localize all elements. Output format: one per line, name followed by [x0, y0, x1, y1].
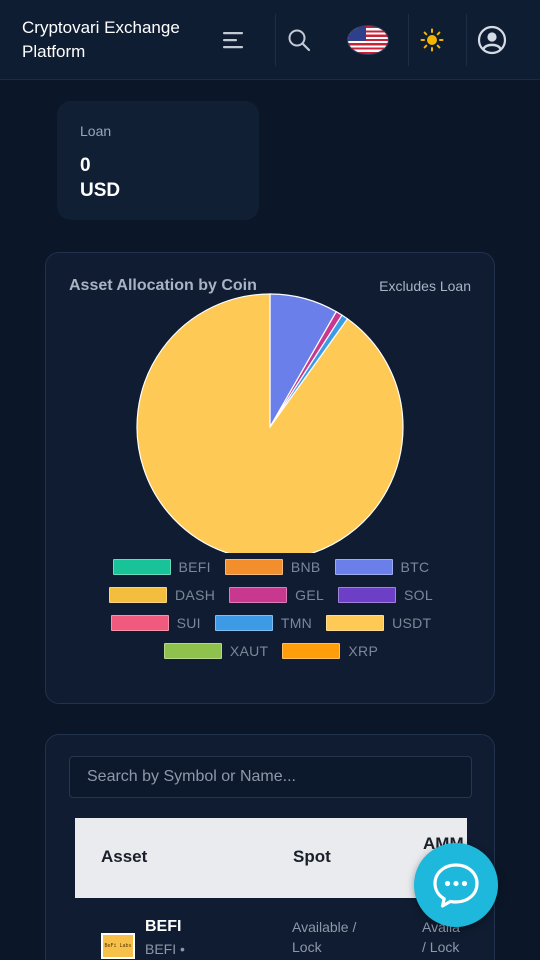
table-header: Asset Spot AMM [75, 818, 467, 898]
legend-label: DASH [175, 587, 216, 603]
spot-cell: Available / Lock [292, 917, 356, 957]
chart-title: Asset Allocation by Coin [69, 277, 257, 294]
sun-icon[interactable] [416, 0, 448, 80]
legend-item-usdt[interactable]: USDT [326, 615, 431, 631]
legend-item-dash[interactable]: DASH [109, 587, 215, 603]
legend-item-sui[interactable]: SUI [110, 615, 201, 631]
header-divider [408, 14, 409, 66]
legend-label: SOL [404, 587, 433, 603]
legend-label: BTC [400, 559, 430, 575]
legend-label: SUI [176, 615, 201, 631]
column-header-spot[interactable]: Spot [293, 847, 331, 866]
legend-label: XRP [348, 643, 379, 659]
coin-name: BEFI [145, 918, 182, 935]
legend-swatch [334, 559, 393, 575]
legend-swatch [326, 615, 385, 631]
legend-row: BEFI BNB BTC [46, 553, 496, 581]
befi-logo: BeFi Labs [101, 933, 135, 959]
legend-label: USDT [392, 615, 432, 631]
language-selector[interactable] [338, 0, 398, 80]
legend-swatch [229, 587, 288, 603]
amm-lock-label: / Lock [422, 939, 460, 955]
legend-item-xrp[interactable]: XRP [282, 643, 378, 659]
legend-label: GEL [295, 587, 325, 603]
legend-swatch [109, 587, 168, 603]
allocation-pie-chart [136, 293, 404, 553]
table-row[interactable]: BeFi Labs BEFI BEFI • Available / Lock A… [75, 915, 467, 960]
legend-swatch [214, 615, 273, 631]
legend-item-tmn[interactable]: TMN [214, 615, 313, 631]
legend-label: BEFI [178, 559, 211, 575]
legend-item-bnb[interactable]: BNB [224, 559, 321, 575]
chart-legend: BEFI BNB BTC DASH GEL SOL SUI TMN USDT XAUT XRP [46, 553, 496, 665]
spot-available-label: Available / [292, 919, 357, 935]
legend-swatch [338, 587, 397, 603]
spot-lock-label: Lock [292, 939, 322, 955]
header-divider [275, 14, 276, 66]
search-input[interactable] [69, 756, 472, 798]
search-icon[interactable] [282, 0, 316, 80]
loan-card: Loan 0 USD [57, 101, 259, 220]
legend-swatch [224, 559, 283, 575]
legend-item-gel[interactable]: GEL [229, 587, 324, 603]
user-icon[interactable] [474, 0, 510, 80]
legend-item-sol[interactable]: SOL [338, 587, 433, 603]
legend-swatch [282, 643, 341, 659]
legend-swatch [163, 643, 222, 659]
assets-card: Asset Spot AMM BeFi Labs BEFI BEFI • Ava… [45, 734, 495, 960]
legend-row: XAUT XRP [46, 637, 496, 665]
legend-item-xaut[interactable]: XAUT [163, 643, 269, 659]
legend-label: BNB [290, 559, 321, 575]
pie-slice-usdt[interactable] [136, 293, 404, 553]
chat-bubble-icon [433, 863, 479, 908]
us-flag-icon [348, 26, 388, 54]
legend-swatch [112, 559, 171, 575]
legend-label: XAUT [229, 643, 269, 659]
menu-icon[interactable] [216, 0, 250, 80]
loan-unit: USD [80, 180, 121, 201]
app-title[interactable]: Cryptovari Exchange Platform [22, 18, 180, 61]
legend-item-befi[interactable]: BEFI [112, 559, 211, 575]
legend-item-btc[interactable]: BTC [334, 559, 430, 575]
loan-label: Loan [80, 123, 112, 139]
legend-row: SUI TMN USDT [46, 609, 496, 637]
header-divider [466, 14, 467, 66]
top-header: Cryptovari Exchange Platform [0, 0, 540, 80]
coin-symbol: BEFI • [145, 941, 185, 957]
legend-label: TMN [280, 615, 313, 631]
legend-swatch [110, 615, 169, 631]
column-header-asset[interactable]: Asset [101, 847, 148, 866]
legend-row: DASH GEL SOL [46, 581, 496, 609]
asset-allocation-card: Asset Allocation by Coin Excludes Loan B… [45, 252, 495, 704]
chart-note: Excludes Loan [379, 278, 471, 294]
loan-value: 0 [80, 155, 91, 176]
chat-button[interactable] [414, 843, 498, 927]
